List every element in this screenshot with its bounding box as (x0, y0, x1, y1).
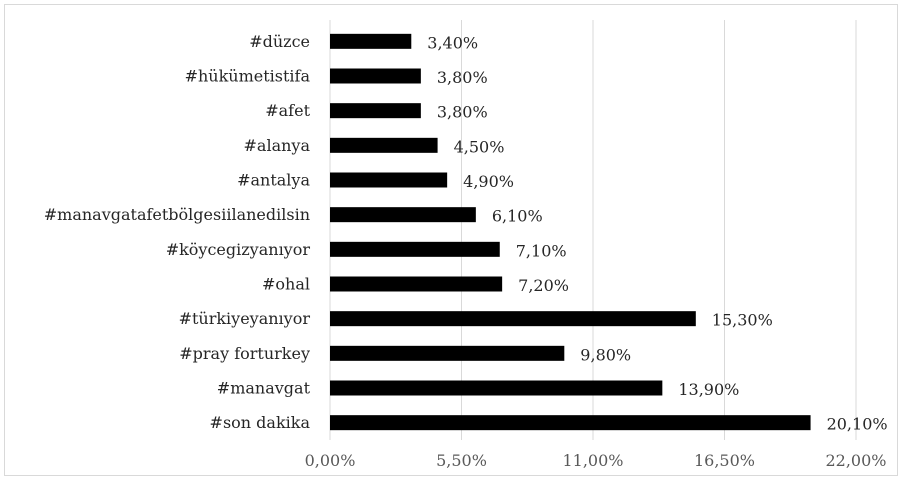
bar (330, 33, 412, 49)
gridlines (329, 20, 857, 440)
bar (330, 380, 663, 396)
bar (330, 276, 503, 292)
x-tick-label: 0,00% (305, 451, 356, 470)
data-label: 3,40% (427, 33, 478, 52)
category-label: #türkiyeyanıyor (179, 309, 311, 328)
data-label: 6,10% (492, 207, 543, 226)
bar (330, 415, 811, 431)
category-labels: #son dakika #manavgat #pray forturkey #türk… (44, 32, 311, 432)
data-label: 13,90% (678, 380, 739, 399)
x-tick-label: 22,00% (825, 451, 886, 470)
data-label: 20,10% (827, 415, 888, 434)
data-label: 7,10% (516, 241, 567, 260)
x-tick-label: 5,50% (436, 451, 487, 470)
category-label: #alanya (244, 136, 311, 155)
data-label: 3,80% (437, 68, 488, 87)
category-label: #antalya (237, 171, 310, 190)
data-label: 7,20% (518, 276, 569, 295)
bar (330, 103, 421, 119)
x-axis-ticks: 0,00% 5,50% 11,00% 16,50% 22,00% (305, 451, 887, 470)
category-label: #manavgat (217, 379, 311, 398)
bar (330, 241, 500, 257)
category-label: #son dakika (210, 413, 311, 432)
data-label: 4,90% (463, 172, 514, 191)
x-tick-label: 16,50% (694, 451, 755, 470)
bar (330, 345, 565, 361)
category-label: #ohal (262, 275, 310, 294)
bar (330, 68, 421, 84)
bar (330, 311, 696, 327)
value-labels: 20,10% 13,90% 9,80% 15,30% 7,20% 7,10% 6,10% 4,… (427, 33, 887, 433)
x-tick-label: 11,00% (562, 451, 623, 470)
category-label: #köycegizyanıyor (166, 240, 311, 259)
bars (330, 33, 811, 431)
bar (330, 207, 476, 223)
data-label: 3,80% (437, 103, 488, 122)
category-label: #hükümetistifa (185, 67, 311, 86)
category-label: #afet (265, 101, 310, 120)
data-label: 4,50% (454, 137, 505, 156)
category-label: #düzce (249, 32, 310, 51)
data-label: 9,80% (580, 345, 631, 364)
bar (330, 172, 448, 188)
bar (330, 137, 438, 153)
data-label: 15,30% (712, 311, 773, 330)
category-label: #manavgatafetbölgesiilanedilsin (44, 205, 310, 224)
chart-frame (4, 4, 898, 476)
category-label: #pray forturkey (179, 344, 310, 363)
